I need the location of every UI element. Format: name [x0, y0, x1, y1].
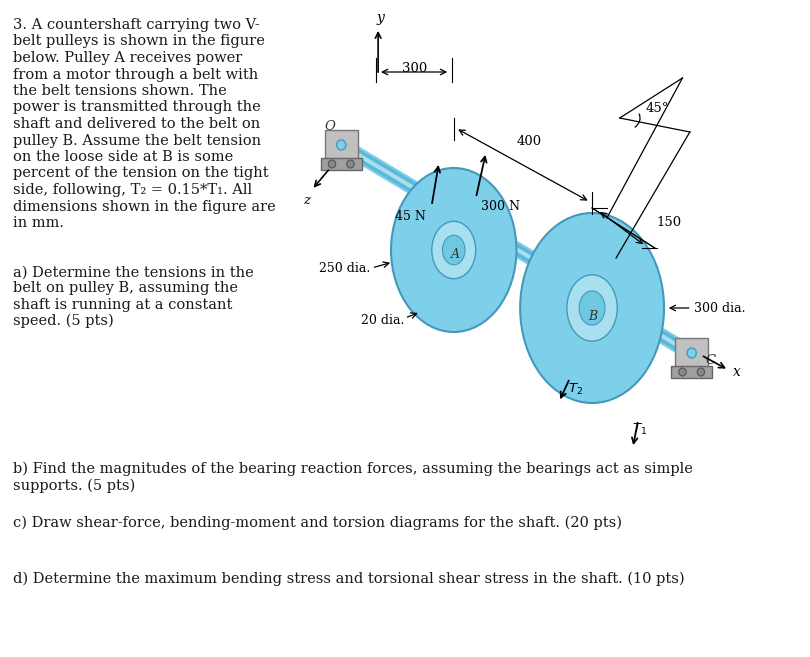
- Text: shaft and delivered to the belt on: shaft and delivered to the belt on: [13, 117, 260, 131]
- Circle shape: [337, 140, 346, 150]
- Text: y: y: [377, 11, 385, 25]
- Text: belt pulleys is shown in the figure: belt pulleys is shown in the figure: [13, 35, 265, 49]
- Circle shape: [679, 368, 686, 376]
- Text: pulley B. Assume the belt tension: pulley B. Assume the belt tension: [13, 133, 261, 148]
- Text: power is transmitted through the: power is transmitted through the: [13, 101, 261, 114]
- Text: side, following, T₂ = 0.15*T₁. All: side, following, T₂ = 0.15*T₁. All: [13, 183, 252, 197]
- Text: x: x: [733, 365, 741, 379]
- Text: a) Determine the tensions in the
belt on pulley B, assuming the
shaft is running: a) Determine the tensions in the belt on…: [13, 265, 254, 328]
- Text: the belt tensions shown. The: the belt tensions shown. The: [13, 84, 227, 98]
- Text: 3. A countershaft carrying two V-: 3. A countershaft carrying two V-: [13, 18, 260, 32]
- Text: d) Determine the maximum bending stress and torsional shear stress in the shaft.: d) Determine the maximum bending stress …: [13, 572, 684, 587]
- Text: O: O: [325, 120, 335, 133]
- Text: $T_2$: $T_2$: [568, 382, 583, 397]
- Text: 300: 300: [403, 62, 428, 75]
- Circle shape: [328, 160, 335, 168]
- Text: 300 dia.: 300 dia.: [693, 302, 745, 315]
- FancyBboxPatch shape: [321, 158, 361, 170]
- Text: 300 N: 300 N: [481, 200, 520, 213]
- Text: 250 dia.: 250 dia.: [319, 261, 371, 275]
- Text: from a motor through a belt with: from a motor through a belt with: [13, 68, 258, 81]
- Circle shape: [687, 348, 697, 358]
- Text: A: A: [451, 248, 460, 261]
- Circle shape: [697, 368, 705, 376]
- Text: B: B: [588, 309, 598, 323]
- Text: 20 dia.: 20 dia.: [360, 313, 404, 327]
- Text: dimensions shown in the figure are: dimensions shown in the figure are: [13, 200, 275, 214]
- Text: on the loose side at B is some: on the loose side at B is some: [13, 150, 233, 164]
- Text: c) Draw shear-force, bending-moment and torsion diagrams for the shaft. (20 pts): c) Draw shear-force, bending-moment and …: [13, 516, 622, 530]
- Text: b) Find the magnitudes of the bearing reaction forces, assuming the bearings act: b) Find the magnitudes of the bearing re…: [13, 462, 693, 493]
- Text: in mm.: in mm.: [13, 216, 64, 230]
- Ellipse shape: [567, 275, 617, 341]
- FancyBboxPatch shape: [675, 338, 708, 368]
- Text: 400: 400: [517, 135, 542, 148]
- Ellipse shape: [442, 235, 465, 265]
- Text: below. Pulley A receives power: below. Pulley A receives power: [13, 51, 242, 65]
- Circle shape: [347, 160, 354, 168]
- Text: z: z: [304, 194, 310, 207]
- FancyBboxPatch shape: [325, 130, 358, 160]
- Ellipse shape: [520, 213, 664, 403]
- Text: 45°: 45°: [646, 101, 669, 114]
- Ellipse shape: [432, 221, 475, 279]
- Text: C: C: [705, 355, 715, 367]
- Text: 150: 150: [657, 215, 682, 229]
- Ellipse shape: [579, 291, 605, 325]
- Text: percent of the tension on the tight: percent of the tension on the tight: [13, 166, 269, 181]
- Ellipse shape: [391, 168, 517, 332]
- FancyBboxPatch shape: [671, 366, 712, 378]
- Text: $T_1$: $T_1$: [633, 422, 647, 437]
- Text: 45 N: 45 N: [395, 210, 426, 223]
